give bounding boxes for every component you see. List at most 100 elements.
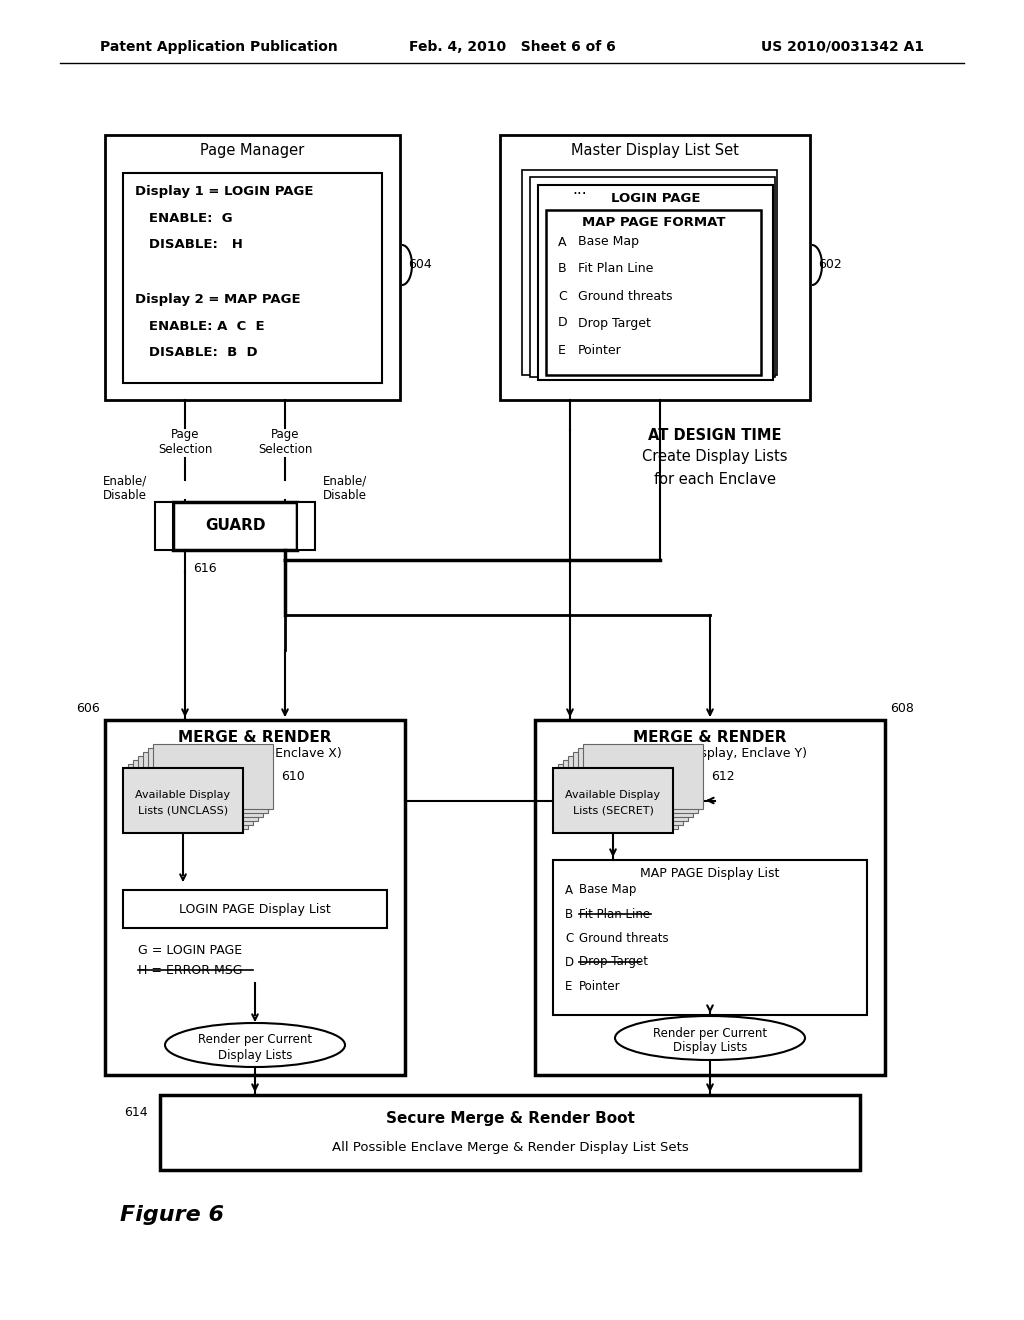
Text: ENABLE:  G: ENABLE: G <box>135 211 232 224</box>
Text: Display 2 = MAP PAGE: Display 2 = MAP PAGE <box>135 293 301 305</box>
Text: MERGE & RENDER: MERGE & RENDER <box>178 730 332 744</box>
Text: LOGIN PAGE: LOGIN PAGE <box>610 193 700 206</box>
Bar <box>148 748 268 813</box>
Text: Enable/
Disable: Enable/ Disable <box>102 474 147 502</box>
Text: H = ERROR MSG: H = ERROR MSG <box>138 964 243 977</box>
Text: ENABLE: A  C  E: ENABLE: A C E <box>135 319 264 333</box>
Bar <box>128 764 248 829</box>
Bar <box>297 502 315 550</box>
Text: A: A <box>565 883 573 896</box>
Text: Page
Selection: Page Selection <box>158 428 212 455</box>
Text: Display Lists: Display Lists <box>218 1048 292 1061</box>
Ellipse shape <box>615 1016 805 1060</box>
Text: Drop Target: Drop Target <box>579 956 648 969</box>
Text: C: C <box>565 932 573 945</box>
Text: Ground threats: Ground threats <box>579 932 669 945</box>
Text: Drop Target: Drop Target <box>578 317 651 330</box>
Bar <box>535 719 885 1074</box>
Bar <box>138 756 258 821</box>
Text: 604: 604 <box>408 259 432 272</box>
Text: Enable/
Disable: Enable/ Disable <box>323 474 368 502</box>
Bar <box>173 502 297 550</box>
Bar <box>143 752 263 817</box>
Bar <box>155 502 173 550</box>
Text: (for second display, Enclave Y): (for second display, Enclave Y) <box>613 747 807 759</box>
Bar <box>538 185 773 380</box>
Bar <box>530 177 775 378</box>
Text: GUARD: GUARD <box>205 519 265 533</box>
Bar <box>522 170 777 375</box>
Bar <box>573 752 693 817</box>
Text: MAP PAGE Display List: MAP PAGE Display List <box>640 866 779 879</box>
Bar <box>546 210 761 375</box>
Text: 608: 608 <box>890 701 913 714</box>
Bar <box>105 135 400 400</box>
Text: (for first display, Enclave X): (for first display, Enclave X) <box>168 747 342 759</box>
Text: 602: 602 <box>818 259 842 272</box>
Text: Base Map: Base Map <box>578 235 639 248</box>
Bar <box>123 768 243 833</box>
Text: D: D <box>565 956 574 969</box>
Bar <box>583 744 703 809</box>
Bar <box>563 760 683 825</box>
Text: Secure Merge & Render Boot: Secure Merge & Render Boot <box>386 1111 635 1126</box>
Bar <box>123 173 382 383</box>
Text: Master Display List Set: Master Display List Set <box>571 144 739 158</box>
Text: G = LOGIN PAGE: G = LOGIN PAGE <box>138 944 242 957</box>
Text: US 2010/0031342 A1: US 2010/0031342 A1 <box>761 40 924 54</box>
Bar <box>553 861 867 1015</box>
Text: B: B <box>558 263 566 276</box>
Text: Ground threats: Ground threats <box>578 289 673 302</box>
Text: Base Map: Base Map <box>579 883 636 896</box>
Text: MAP PAGE FORMAT: MAP PAGE FORMAT <box>582 216 725 230</box>
Bar <box>160 1096 860 1170</box>
Text: MERGE & RENDER: MERGE & RENDER <box>633 730 786 744</box>
Text: Lists (SECRET): Lists (SECRET) <box>572 805 653 816</box>
Text: 606: 606 <box>76 701 100 714</box>
Text: DISABLE:   H: DISABLE: H <box>135 239 243 252</box>
Text: Fit Plan Line: Fit Plan Line <box>579 908 650 920</box>
Text: C: C <box>558 289 566 302</box>
Text: for each Enclave: for each Enclave <box>654 471 776 487</box>
Text: Page
Selection: Page Selection <box>258 428 312 455</box>
Text: LOGIN PAGE Display List: LOGIN PAGE Display List <box>179 903 331 916</box>
Bar <box>558 764 678 829</box>
Text: Patent Application Publication: Patent Application Publication <box>100 40 338 54</box>
Text: Page Manager: Page Manager <box>201 144 304 158</box>
Bar <box>568 756 688 821</box>
Text: DISABLE:  B  D: DISABLE: B D <box>135 346 258 359</box>
Text: Display Lists: Display Lists <box>673 1041 748 1055</box>
Text: Fit Plan Line: Fit Plan Line <box>578 263 653 276</box>
Text: 610: 610 <box>281 770 305 783</box>
Bar <box>553 768 673 833</box>
Bar <box>153 744 273 809</box>
Text: E: E <box>558 343 566 356</box>
Text: Pointer: Pointer <box>579 979 621 993</box>
Bar <box>123 890 387 928</box>
Text: AT DESIGN TIME: AT DESIGN TIME <box>648 428 781 442</box>
Text: E: E <box>565 979 572 993</box>
Text: All Possible Enclave Merge & Render Display List Sets: All Possible Enclave Merge & Render Disp… <box>332 1140 688 1154</box>
Bar <box>105 719 406 1074</box>
Text: Available Display: Available Display <box>565 791 660 800</box>
Text: 612: 612 <box>711 770 734 783</box>
Bar <box>133 760 253 825</box>
Text: A: A <box>558 235 566 248</box>
Text: 614: 614 <box>124 1106 148 1119</box>
Text: ...: ... <box>572 182 588 198</box>
Ellipse shape <box>165 1023 345 1067</box>
Text: Create Display Lists: Create Display Lists <box>642 450 787 465</box>
Text: Feb. 4, 2010   Sheet 6 of 6: Feb. 4, 2010 Sheet 6 of 6 <box>409 40 615 54</box>
Text: Render per Current: Render per Current <box>198 1034 312 1047</box>
Text: Pointer: Pointer <box>578 343 622 356</box>
Bar <box>500 135 810 400</box>
Text: Figure 6: Figure 6 <box>120 1205 224 1225</box>
Text: Render per Current: Render per Current <box>653 1027 767 1040</box>
Text: 616: 616 <box>193 561 217 574</box>
Text: Lists (UNCLASS): Lists (UNCLASS) <box>138 805 228 816</box>
Bar <box>578 748 698 813</box>
Text: Available Display: Available Display <box>135 791 230 800</box>
Text: B: B <box>565 908 573 920</box>
Text: D: D <box>558 317 567 330</box>
Text: Display 1 = LOGIN PAGE: Display 1 = LOGIN PAGE <box>135 185 313 198</box>
